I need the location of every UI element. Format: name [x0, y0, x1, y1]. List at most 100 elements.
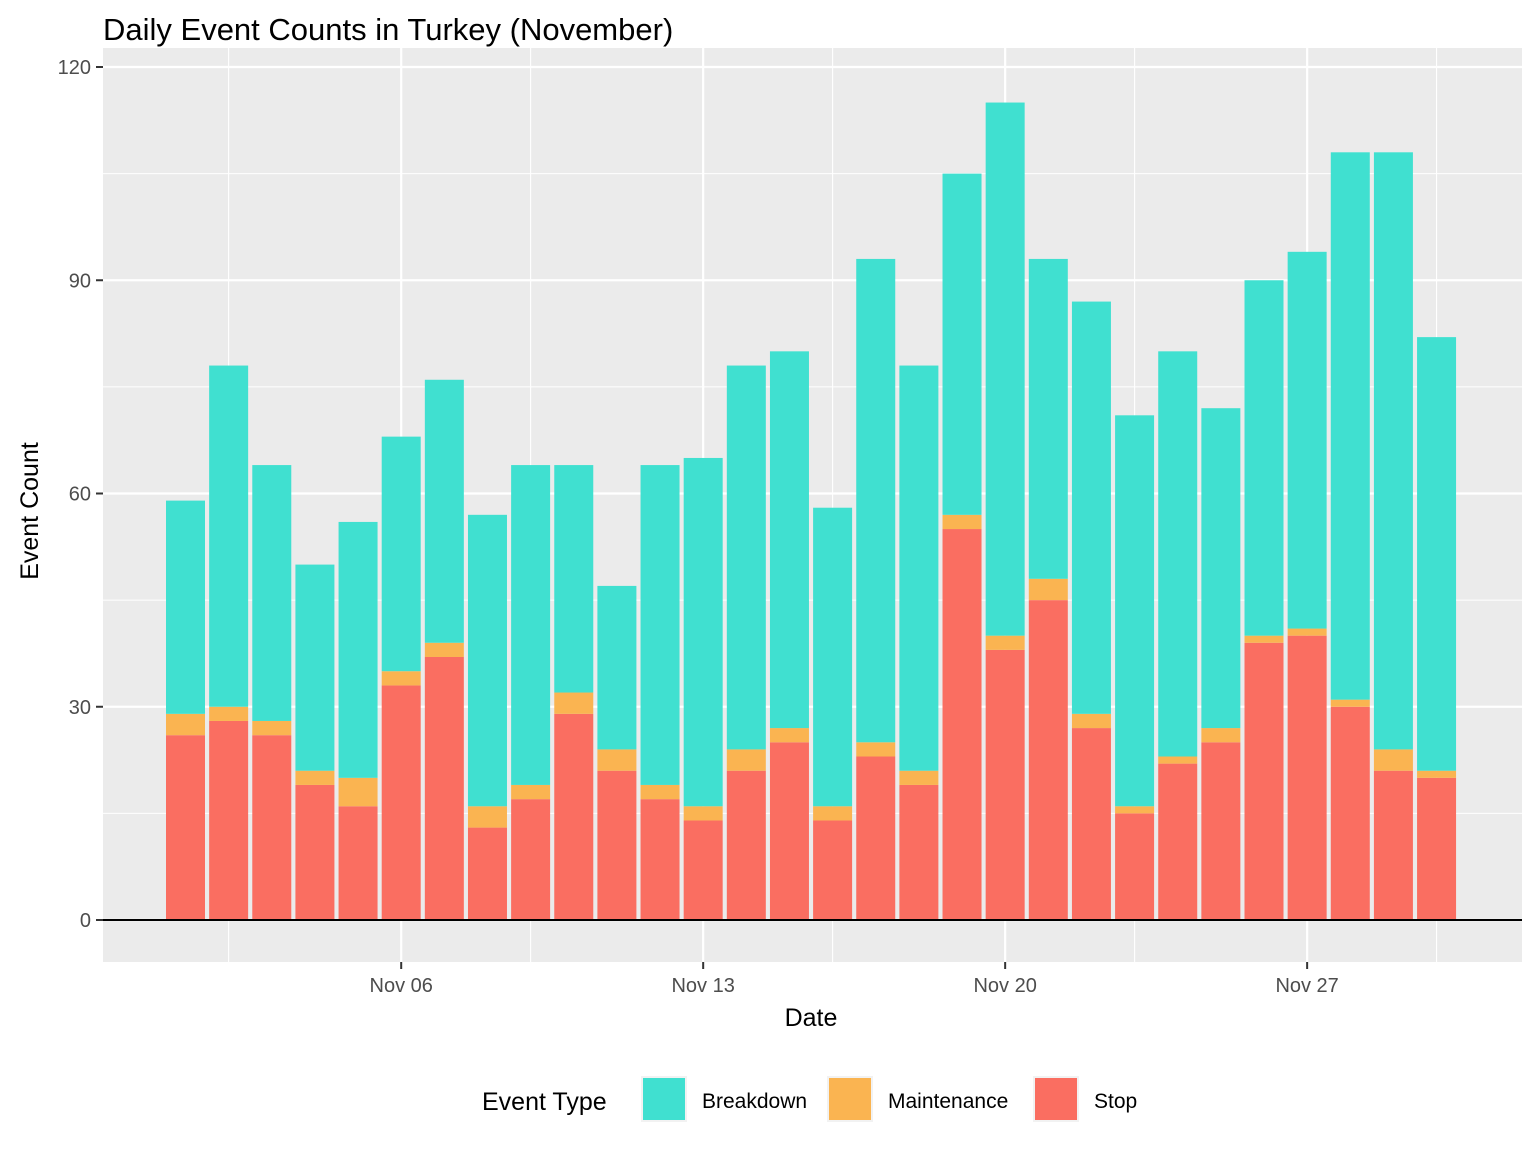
y-tick-label: 90 [69, 270, 91, 292]
legend-swatch-stop [1035, 1078, 1077, 1120]
bar-stop [985, 649, 1025, 920]
bar-maintenance [1028, 578, 1068, 601]
bar-maintenance [1201, 728, 1241, 743]
bar-stop [1373, 770, 1413, 920]
bar-maintenance [381, 671, 421, 686]
bar-stop [424, 656, 464, 920]
legend-label-stop: Stop [1094, 1090, 1137, 1113]
bar-maintenance [769, 728, 809, 743]
bar-stop [597, 770, 637, 920]
bar-maintenance [597, 749, 637, 771]
bar-breakdown [1330, 152, 1370, 700]
bar-breakdown [942, 173, 982, 515]
bar-breakdown [813, 507, 853, 807]
bar-breakdown [252, 465, 292, 721]
bar-stop [1158, 763, 1198, 920]
bar-breakdown [1158, 351, 1198, 757]
y-axis-title: Event Count [16, 442, 44, 580]
bar-maintenance [1244, 635, 1284, 643]
bar-maintenance [1071, 713, 1111, 729]
y-tick-label: 120 [58, 57, 91, 79]
bar-stop [209, 720, 249, 920]
bar-maintenance [1330, 699, 1370, 707]
bar-maintenance [813, 806, 853, 821]
bar-breakdown [769, 351, 809, 729]
bar-stop [1028, 600, 1068, 920]
bar-stop [467, 827, 507, 920]
x-tick-label: Nov 06 [370, 975, 433, 997]
legend: Event Type Breakdown Maintenance Stop [482, 1076, 1137, 1122]
bar-breakdown [1417, 337, 1457, 771]
bar-breakdown [1071, 301, 1111, 714]
bar-breakdown [1115, 415, 1155, 807]
bar-maintenance [511, 784, 551, 800]
bar-maintenance [554, 692, 594, 714]
y-tick-label: 0 [80, 910, 91, 932]
bar-breakdown [1373, 152, 1413, 750]
bar-maintenance [1373, 749, 1413, 771]
bar-breakdown [338, 521, 378, 778]
bar-breakdown [209, 365, 249, 707]
bar-maintenance [899, 770, 939, 785]
bar-breakdown [1244, 280, 1284, 636]
bar-stop [1417, 777, 1457, 920]
bar-maintenance [683, 806, 723, 821]
bar-stop [942, 529, 982, 920]
bar-breakdown [985, 102, 1025, 636]
bar-stop [1115, 813, 1155, 920]
bar-maintenance [295, 770, 335, 785]
legend-swatch-breakdown [643, 1078, 685, 1120]
bar-stop [1287, 635, 1327, 920]
bar-breakdown [295, 564, 335, 771]
bar-stop [554, 713, 594, 920]
bar-maintenance [467, 806, 507, 828]
bars [166, 102, 1457, 920]
y-tick-label: 30 [69, 697, 91, 719]
y-axis-ticks: 0 30 60 90 120 [58, 57, 103, 932]
bar-breakdown [166, 500, 205, 714]
bar-stop [1071, 728, 1111, 920]
bar-breakdown [640, 465, 680, 785]
bar-maintenance [942, 514, 982, 530]
bar-breakdown [726, 365, 766, 750]
bar-breakdown [381, 436, 421, 672]
bar-breakdown [1287, 251, 1327, 629]
bar-stop [726, 770, 766, 920]
bar-maintenance [424, 642, 464, 657]
bar-maintenance [338, 777, 378, 807]
bar-maintenance [985, 635, 1025, 650]
bar-maintenance [1417, 770, 1457, 778]
bar-maintenance [726, 749, 766, 771]
bar-maintenance [1158, 756, 1198, 764]
bar-maintenance [209, 706, 249, 721]
x-axis-ticks: Nov 06 Nov 13 Nov 20 Nov 27 [370, 962, 1339, 997]
bar-stop [769, 742, 809, 920]
bar-breakdown [856, 258, 896, 743]
bar-breakdown [899, 365, 939, 771]
legend-label-maintenance: Maintenance [888, 1090, 1008, 1113]
chart-title: Daily Event Counts in Turkey (November) [103, 12, 673, 47]
x-tick-label: Nov 20 [973, 975, 1036, 997]
bar-maintenance [640, 784, 680, 800]
bar-stop [338, 806, 378, 920]
bar-breakdown [467, 514, 507, 807]
bar-breakdown [683, 457, 723, 807]
bar-breakdown [511, 465, 551, 785]
bar-stop [1244, 642, 1284, 920]
bar-maintenance [252, 720, 292, 736]
x-tick-label: Nov 13 [671, 975, 734, 997]
bar-maintenance [1287, 628, 1327, 636]
x-tick-label: Nov 27 [1275, 975, 1338, 997]
legend-title: Event Type [482, 1088, 607, 1116]
bar-breakdown [1201, 408, 1241, 729]
bar-stop [252, 735, 292, 920]
bar-stop [1201, 742, 1241, 920]
bar-stop [1330, 706, 1370, 920]
x-axis-title: Date [785, 1004, 838, 1032]
bar-maintenance [1115, 806, 1155, 814]
bar-breakdown [597, 585, 637, 750]
bar-maintenance [166, 713, 205, 736]
legend-label-breakdown: Breakdown [702, 1090, 807, 1113]
bar-stop [683, 820, 723, 920]
